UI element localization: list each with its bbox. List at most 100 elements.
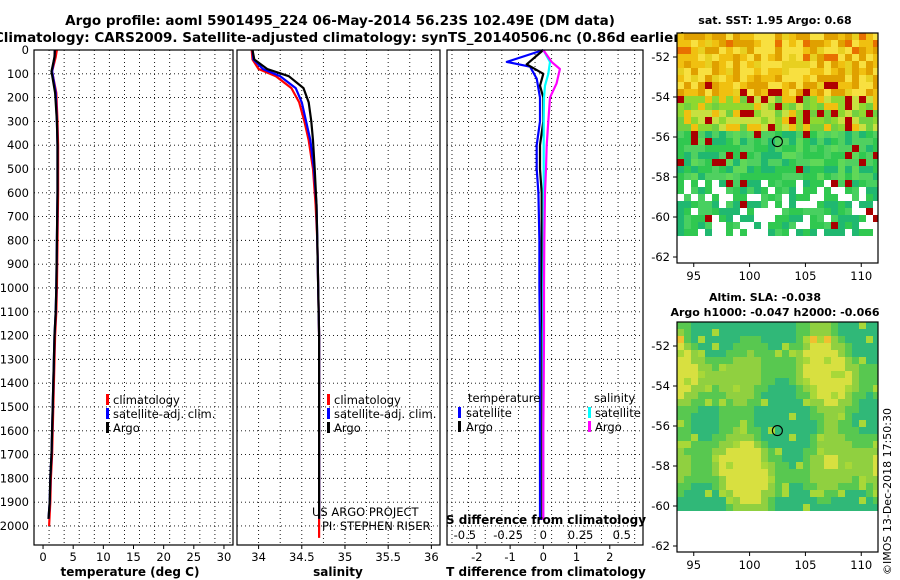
heatmap-cell	[740, 40, 747, 47]
heatmap-cell	[684, 54, 691, 61]
heatmap-cell	[824, 378, 831, 385]
heatmap-cell	[684, 194, 691, 201]
heatmap-cell	[684, 476, 691, 483]
heatmap-cell	[824, 61, 831, 68]
heatmap-cell	[691, 215, 698, 222]
heatmap-cell	[747, 399, 754, 406]
heatmap-cell	[859, 427, 866, 434]
heatmap-cell	[873, 469, 878, 476]
heatmap-cell	[803, 462, 810, 469]
heatmap-cell	[873, 420, 878, 427]
heatmap-cell	[747, 180, 754, 187]
heatmap-cell	[810, 322, 817, 329]
heatmap-cell	[824, 194, 831, 201]
heatmap-cell	[810, 406, 817, 413]
heatmap-cell	[705, 476, 712, 483]
heatmap-cell	[761, 194, 768, 201]
heatmap-cell	[761, 476, 768, 483]
heatmap-cell	[761, 399, 768, 406]
heatmap-cell	[831, 462, 838, 469]
heatmap-cell	[719, 371, 726, 378]
heatmap-cell	[796, 75, 803, 82]
heatmap-cell	[782, 364, 789, 371]
heatmap-cell	[691, 173, 698, 180]
heatmap-cell	[782, 476, 789, 483]
heatmap-cell	[733, 82, 740, 89]
heatmap-cell	[873, 399, 878, 406]
heatmap-cell	[859, 385, 866, 392]
lat-tick-label: -60	[651, 210, 670, 224]
heatmap-cell	[677, 68, 684, 75]
heatmap-cell	[747, 54, 754, 61]
heatmap-cell	[733, 448, 740, 455]
heatmap-cell	[817, 89, 824, 96]
heatmap-cell	[705, 229, 712, 236]
heatmap-cell	[698, 215, 705, 222]
heatmap-cell	[684, 201, 691, 208]
heatmap-cell	[824, 40, 831, 47]
heatmap-cell	[705, 33, 712, 40]
heatmap-cell	[796, 329, 803, 336]
heatmap-cell	[684, 215, 691, 222]
heatmap-cell	[810, 173, 817, 180]
heatmap-cell	[789, 75, 796, 82]
heatmap-cell	[866, 434, 873, 441]
heatmap-cell	[803, 399, 810, 406]
heatmap-cell	[684, 222, 691, 229]
heatmap-cell	[775, 413, 782, 420]
heatmap-cell	[852, 329, 859, 336]
heatmap-cell	[761, 427, 768, 434]
heatmap-cell	[768, 364, 775, 371]
heatmap-cell	[768, 406, 775, 413]
heatmap-cell	[789, 166, 796, 173]
heatmap-cell	[775, 187, 782, 194]
heatmap-cell	[684, 173, 691, 180]
heatmap-cell	[817, 455, 824, 462]
heatmap-cell	[810, 364, 817, 371]
heatmap-cell	[817, 103, 824, 110]
heatmap-cell	[768, 413, 775, 420]
heatmap-cell	[726, 173, 733, 180]
heatmap-cell	[810, 476, 817, 483]
heatmap-cell	[768, 124, 775, 131]
heatmap-cell	[698, 357, 705, 364]
heatmap-cell	[866, 329, 873, 336]
heatmap-cell	[754, 441, 761, 448]
heatmap-cell	[796, 476, 803, 483]
sla-heatmap-cells	[677, 322, 878, 511]
heatmap-cell	[775, 322, 782, 329]
heatmap-cell	[817, 406, 824, 413]
heatmap-cell	[824, 222, 831, 229]
heatmap-cell	[782, 462, 789, 469]
heatmap-cell	[852, 40, 859, 47]
heatmap-cell	[803, 96, 810, 103]
heatmap-cell	[719, 96, 726, 103]
heatmap-cell	[733, 89, 740, 96]
heatmap-cell	[852, 229, 859, 236]
heatmap-cell	[747, 385, 754, 392]
heatmap-cell	[740, 138, 747, 145]
legend-label-satellite: satellite-adj. clim.	[334, 407, 436, 421]
heatmap-cell	[803, 385, 810, 392]
heatmap-cell	[803, 68, 810, 75]
heatmap-cell	[852, 392, 859, 399]
heatmap-cell	[754, 392, 761, 399]
heatmap-cell	[719, 124, 726, 131]
heatmap-cell	[698, 201, 705, 208]
heatmap-cell	[698, 378, 705, 385]
heatmap-cell	[740, 33, 747, 40]
heatmap-cell	[691, 131, 698, 138]
heatmap-cell	[733, 180, 740, 187]
heatmap-cell	[733, 222, 740, 229]
s-tick-label: 0	[540, 528, 547, 542]
heatmap-cell	[761, 103, 768, 110]
heatmap-cell	[705, 427, 712, 434]
heatmap-cell	[712, 96, 719, 103]
heatmap-cell	[838, 385, 845, 392]
salinity-grid	[236, 49, 440, 545]
heatmap-cell	[782, 322, 789, 329]
heatmap-cell	[831, 222, 838, 229]
heatmap-cell	[824, 441, 831, 448]
x-tick-label: 5	[70, 550, 77, 564]
heatmap-cell	[831, 420, 838, 427]
